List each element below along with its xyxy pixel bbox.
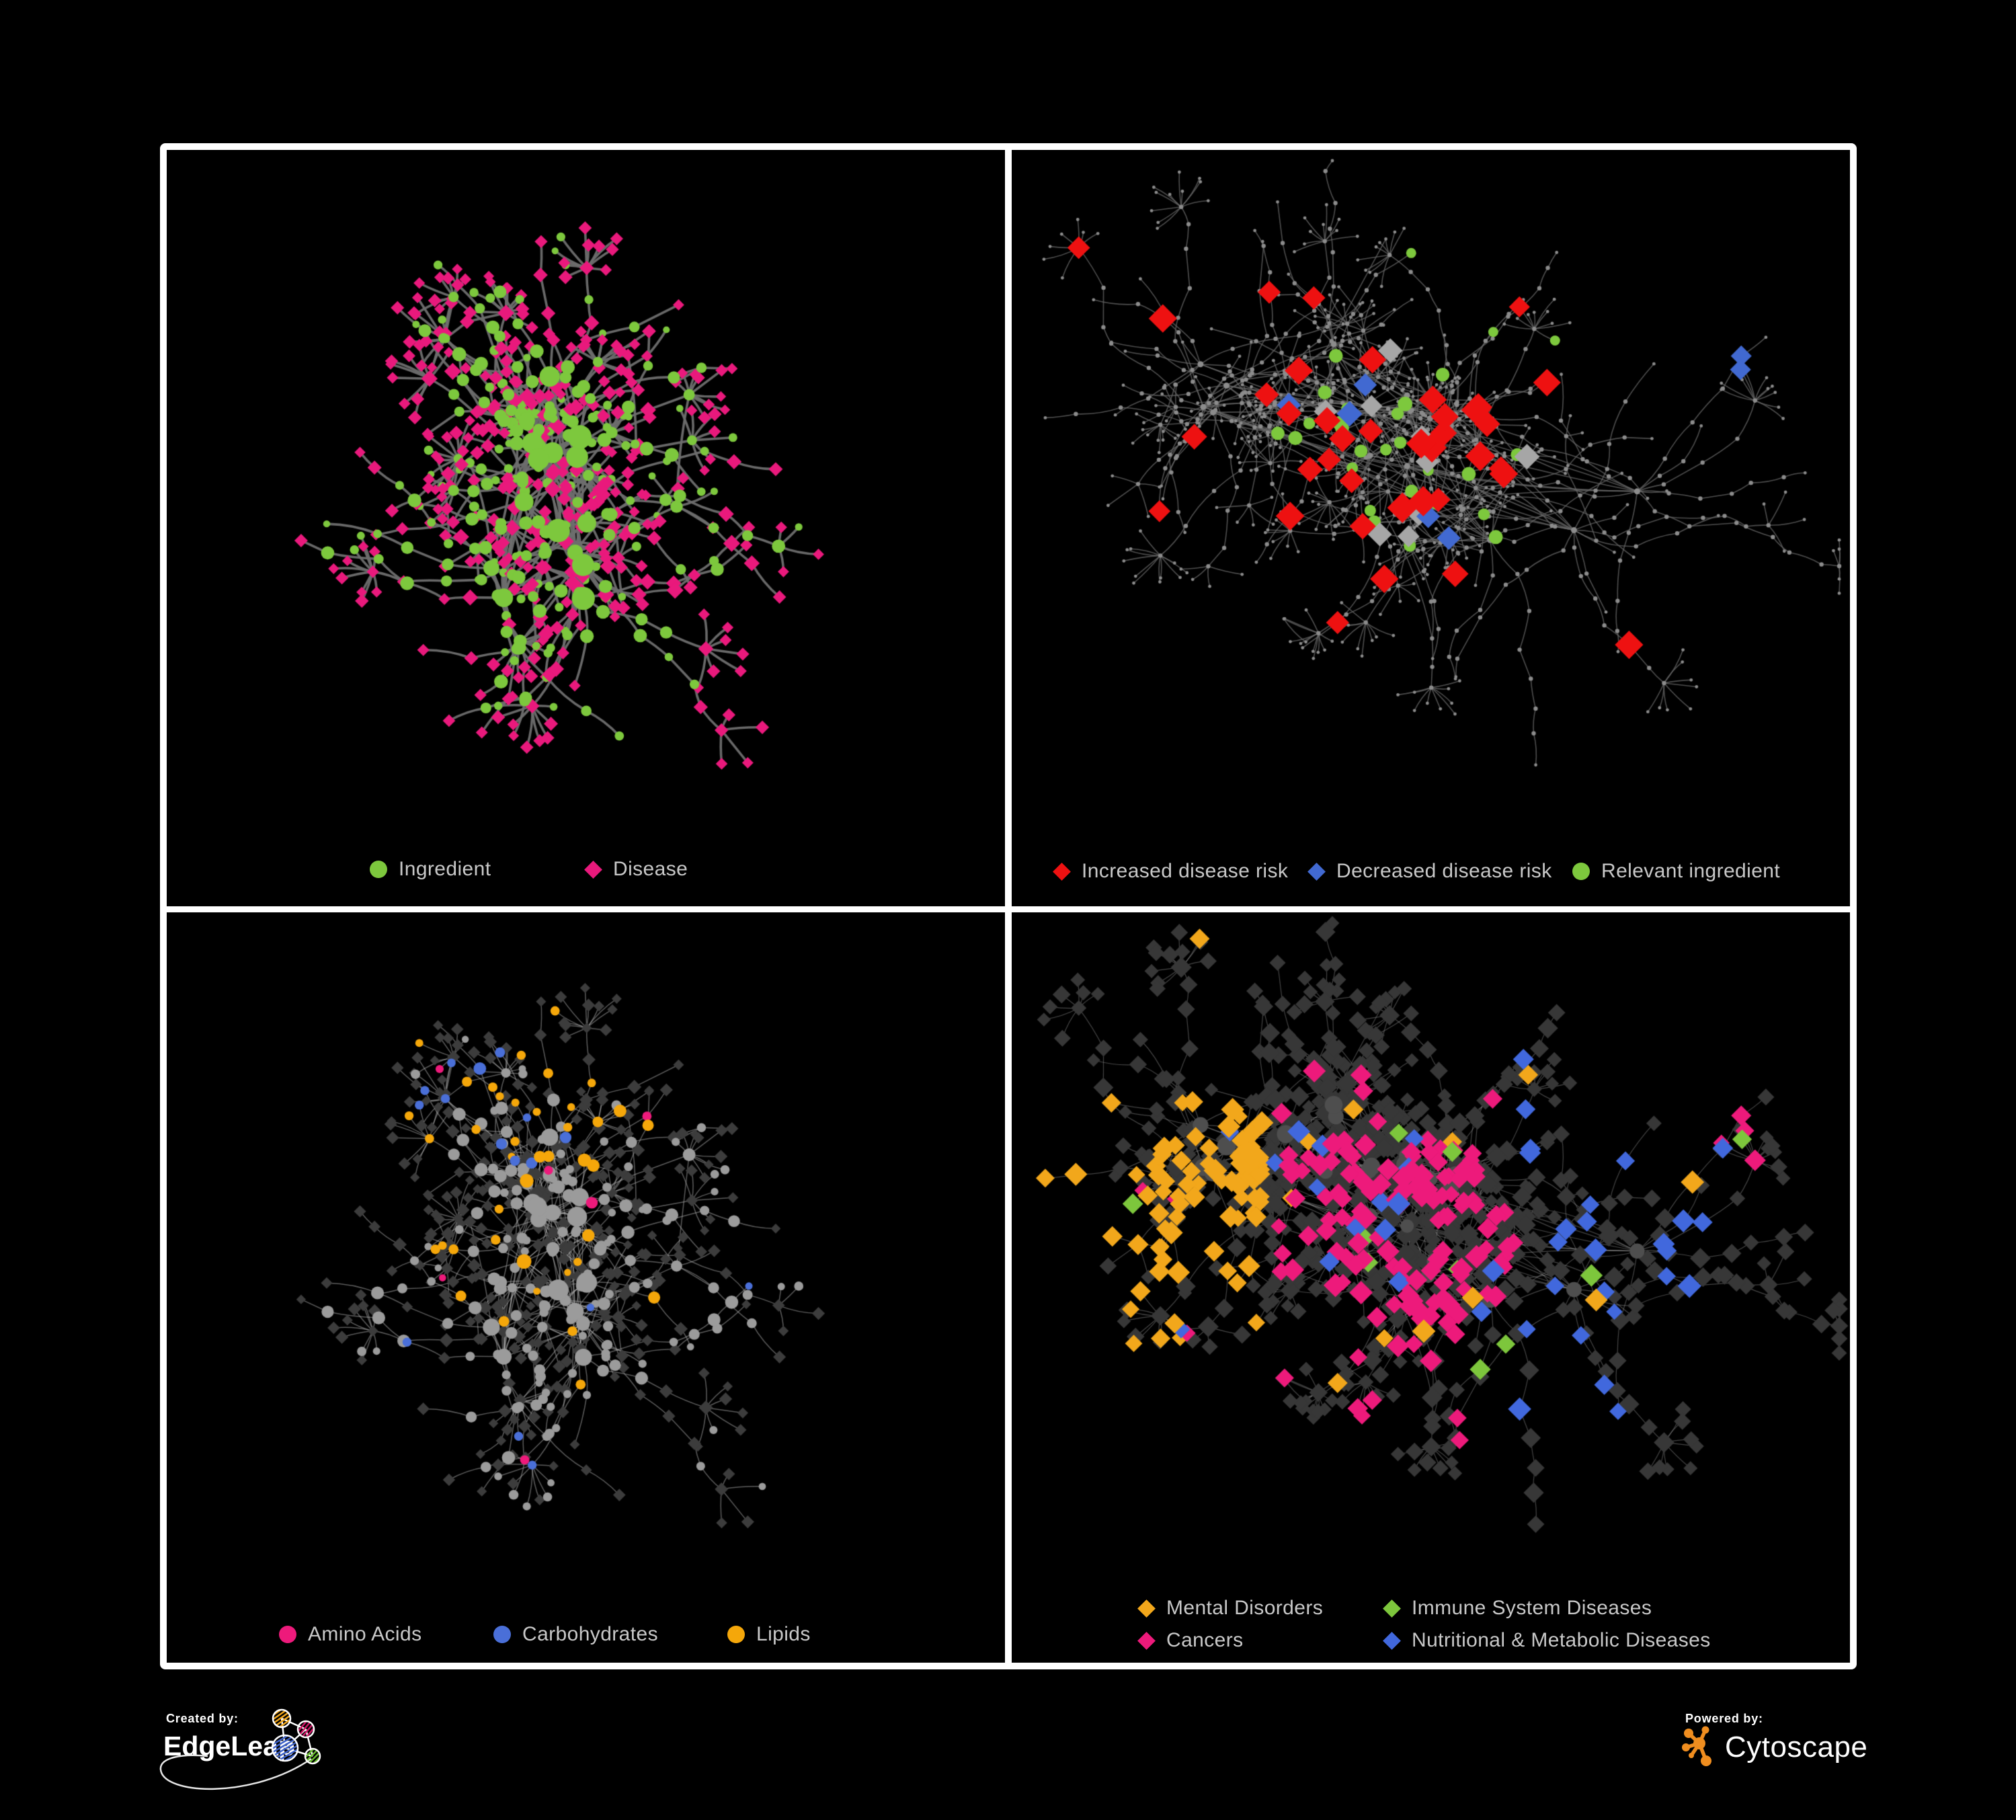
legend-label-amino-acids: Amino Acids xyxy=(308,1623,422,1645)
edgeleap-orange-node xyxy=(272,1708,292,1729)
decreased-risk-diamond-marker xyxy=(1306,861,1326,881)
carbohydrates-circle-marker xyxy=(492,1624,512,1645)
legend-label-carbohydrates: Carbohydrates xyxy=(522,1623,658,1645)
legend-item-amino-acids: Amino Acids xyxy=(278,1623,421,1646)
ingredient-circle-marker xyxy=(368,859,389,879)
legend-item-decreased-risk: Decreased disease risk xyxy=(1306,860,1552,883)
powered-by-label: Powered by: xyxy=(1685,1712,1763,1725)
relevant-ingredient-circle-marker xyxy=(1571,861,1591,881)
legend-item-relevant-ingredient: Relevant ingredient xyxy=(1571,860,1780,883)
legend-item-disease: Disease xyxy=(583,858,688,881)
legend-item-immune-diseases: Immune System Diseases xyxy=(1381,1597,1652,1620)
edgeleap-pink-node xyxy=(296,1720,315,1739)
legend-label-ingredient: Ingredient xyxy=(399,858,491,880)
edgeleap-green-node xyxy=(304,1747,321,1765)
disease-risk-network-canvas xyxy=(1012,150,1850,906)
nutrient-classes-network-canvas xyxy=(167,912,1005,1663)
panel-disease-classes-network: Mental Disorders Immune System Diseases … xyxy=(1012,912,1850,1663)
mental-disorders-diamond-marker xyxy=(1136,1598,1156,1618)
lipids-circle-marker xyxy=(726,1624,746,1645)
edgeleap-blue-node xyxy=(271,1734,299,1762)
immune-diseases-diamond-marker xyxy=(1381,1598,1402,1618)
edgeleap-network-logo-icon xyxy=(159,1708,321,1790)
increased-risk-diamond-marker xyxy=(1051,861,1072,881)
created-by-label: Created by: xyxy=(166,1712,239,1725)
horizontal-divider xyxy=(160,906,1857,912)
legend-item-increased-risk: Increased disease risk xyxy=(1051,860,1288,883)
disease-classes-network-canvas xyxy=(1012,912,1850,1663)
legend-item-ingredient: Ingredient xyxy=(368,858,491,881)
amino-acids-circle-marker xyxy=(278,1624,298,1645)
nutritional-metabolic-diamond-marker xyxy=(1381,1630,1402,1651)
panel-ingredient-disease-network: Ingredient Disease xyxy=(167,150,1005,906)
legend-label-increased-risk: Increased disease risk xyxy=(1082,860,1289,882)
cytoscape-logo-icon xyxy=(1682,1726,1711,1766)
cancers-diamond-marker xyxy=(1136,1630,1156,1651)
panel-disease-risk-network: Increased disease risk Decreased disease… xyxy=(1012,150,1850,906)
legend-item-mental-disorders: Mental Disorders xyxy=(1136,1597,1323,1620)
cytoscape-brand-text: Cytoscape xyxy=(1725,1731,1868,1764)
legend-label-decreased-risk: Decreased disease risk xyxy=(1336,860,1552,882)
disease-diamond-marker xyxy=(583,859,603,879)
ingredient-disease-network-canvas xyxy=(167,150,1005,906)
legend-item-carbohydrates: Carbohydrates xyxy=(492,1623,658,1646)
legend-item-cancers: Cancers xyxy=(1136,1629,1244,1652)
legend-item-nutritional-metabolic: Nutritional & Metabolic Diseases xyxy=(1381,1629,1711,1652)
legend-label-disease: Disease xyxy=(613,858,688,880)
legend-label-lipids: Lipids xyxy=(756,1623,811,1645)
legend-label-cancers: Cancers xyxy=(1166,1629,1244,1651)
legend-label-nutritional-metabolic: Nutritional & Metabolic Diseases xyxy=(1412,1629,1711,1651)
legend-label-relevant-ingredient: Relevant ingredient xyxy=(1601,860,1781,882)
legend-label-immune-diseases: Immune System Diseases xyxy=(1412,1597,1652,1619)
legend-label-mental-disorders: Mental Disorders xyxy=(1166,1597,1324,1619)
legend-item-lipids: Lipids xyxy=(726,1623,811,1646)
panel-nutrient-classes-network: Amino Acids Carbohydrates Lipids xyxy=(167,912,1005,1663)
edgeleap-swoosh xyxy=(159,1754,312,1790)
